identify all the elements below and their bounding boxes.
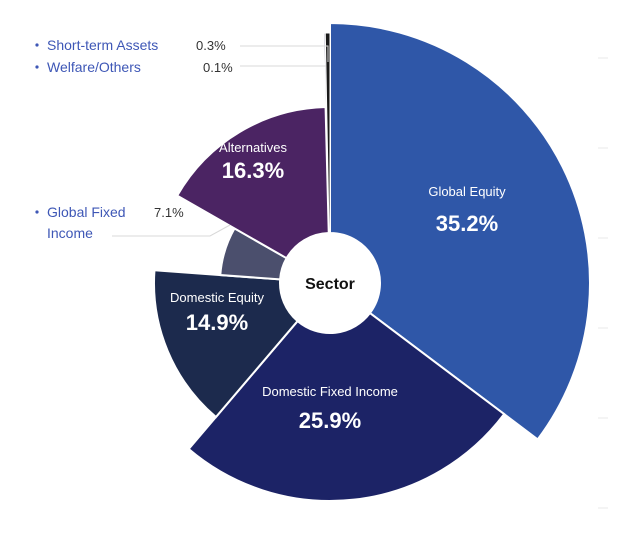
slice-label-domestic-fixed-income: Domestic Fixed Income bbox=[262, 384, 398, 399]
center-hole bbox=[280, 233, 380, 333]
bullet-dot bbox=[35, 210, 39, 214]
legend-label-global-fixed-income: Income bbox=[47, 225, 93, 241]
slice-label-global-equity: Global Equity bbox=[428, 184, 506, 199]
legend-label-short-term-assets: Short-term Assets bbox=[47, 37, 158, 53]
legend-value-welfare-others: 0.1% bbox=[203, 60, 233, 75]
right-edge-ticks bbox=[598, 57, 608, 509]
slice-label-domestic-equity: Domestic Equity bbox=[170, 290, 264, 305]
slice-value-domestic-equity: 14.9% bbox=[186, 310, 248, 335]
slice-value-global-equity: 35.2% bbox=[436, 211, 498, 236]
leader-line-global-fixed-income bbox=[112, 224, 231, 237]
bullet-dot bbox=[35, 43, 39, 47]
legend-value-short-term-assets: 0.3% bbox=[196, 38, 226, 53]
legend-value-global-fixed-income: 7.1% bbox=[154, 205, 184, 220]
legend-label-welfare-others: Welfare/Others bbox=[47, 59, 141, 75]
slice-value-alternatives: 16.3% bbox=[222, 158, 284, 183]
slice-value-domestic-fixed-income: 25.9% bbox=[299, 408, 361, 433]
slice-label-alternatives: Alternatives bbox=[219, 140, 287, 155]
center-label: Sector bbox=[305, 276, 355, 293]
legend-label-global-fixed-income: Global Fixed bbox=[47, 204, 126, 220]
bullet-dot bbox=[35, 65, 39, 69]
slice-labels: Global Equity 35.2% Domestic Fixed Income 2… bbox=[35, 37, 506, 433]
leader-line-short-term-assets bbox=[240, 45, 329, 62]
pie-slices bbox=[153, 21, 591, 502]
